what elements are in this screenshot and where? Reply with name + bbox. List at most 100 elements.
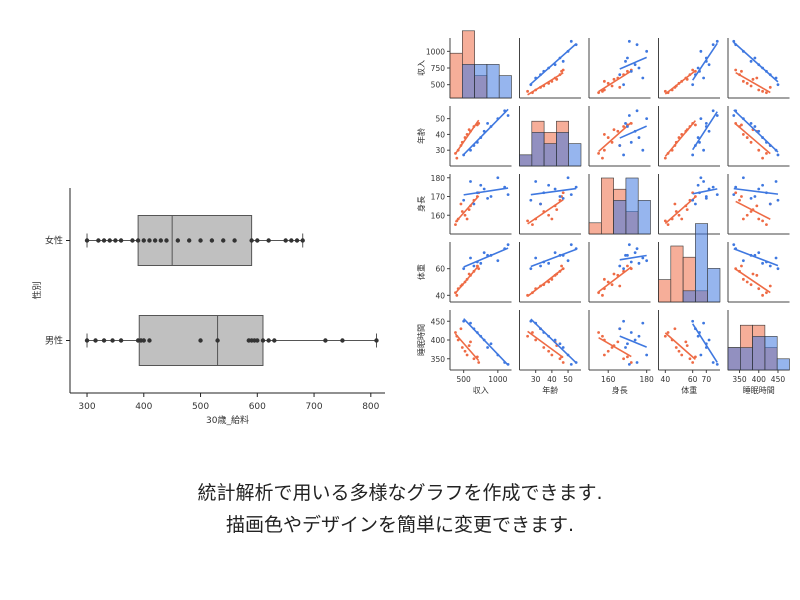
data-point	[84, 338, 90, 343]
scatter-point	[626, 253, 629, 257]
scatter-point	[606, 349, 610, 353]
scatter-point	[555, 208, 559, 212]
scatter-point	[539, 202, 542, 206]
scatter-point	[477, 361, 481, 364]
scatter-point	[711, 43, 715, 47]
data-point	[198, 238, 203, 243]
data-point	[198, 338, 203, 343]
scatter-point	[622, 357, 625, 361]
scatter-point	[684, 340, 688, 344]
scatter-point	[496, 176, 500, 180]
scatter-point	[699, 353, 703, 357]
regression-line	[454, 265, 480, 294]
scatter-point	[547, 213, 551, 217]
scatter-point	[734, 185, 738, 189]
scatter-point	[629, 140, 633, 144]
data-point	[147, 238, 152, 243]
scatter-point	[696, 334, 700, 338]
x-tick-label: 500	[192, 402, 209, 412]
scatter-point	[685, 344, 689, 348]
scatter-point	[677, 213, 681, 217]
scatter-point	[531, 331, 534, 334]
y-tick-label: 男性	[45, 335, 63, 347]
scatter-point	[768, 264, 772, 268]
scatter-point	[561, 346, 565, 349]
scatter-point	[601, 293, 604, 297]
hist-bar	[601, 177, 614, 235]
scatter-point	[558, 195, 562, 198]
scatter-point	[663, 156, 667, 160]
scatter-point	[569, 39, 573, 43]
data-point	[209, 238, 215, 243]
hist-bar	[625, 177, 639, 235]
scatter-point	[776, 267, 780, 271]
data-point	[141, 338, 146, 343]
scatter-point	[641, 321, 645, 325]
x-tick-label: 400	[135, 402, 152, 412]
data-point	[164, 238, 169, 243]
data-point	[221, 238, 226, 243]
scatter-point	[597, 331, 601, 334]
data-point	[107, 238, 112, 243]
regression-line	[619, 125, 647, 139]
scatter-point	[757, 287, 761, 291]
hist-bar	[531, 132, 545, 167]
scatter-point	[715, 114, 719, 117]
x-tick-label: 350	[732, 375, 747, 384]
scatter-point	[467, 128, 471, 132]
scatter-point	[529, 267, 533, 271]
scatter-point	[555, 77, 559, 81]
scatter-point	[627, 243, 631, 247]
hist-bar	[752, 336, 766, 371]
scatter-point	[707, 129, 711, 133]
x-tick-label: 700	[305, 402, 322, 412]
scatter-point	[645, 353, 649, 357]
scatter-point	[711, 109, 715, 113]
scatter-point	[749, 121, 753, 125]
scatter-point	[454, 331, 457, 334]
x-tick-label: 70	[702, 375, 712, 384]
scatter-point	[699, 117, 703, 121]
hist-bar	[498, 75, 512, 99]
scatter-point	[741, 79, 745, 83]
scatter-point	[702, 180, 705, 183]
y-tick-label: 180	[431, 174, 446, 183]
scatter-point	[691, 319, 695, 323]
scatter-point	[637, 261, 641, 265]
scatter-point	[612, 128, 616, 132]
hist-bar	[543, 143, 557, 167]
scatter-point	[465, 217, 469, 221]
y-tick-label: 750	[431, 64, 446, 73]
scatter-point	[626, 355, 629, 359]
regression-line	[691, 111, 718, 151]
scatter-point	[601, 334, 604, 338]
data-point	[130, 238, 135, 243]
regression-line	[664, 332, 696, 360]
scatter-point	[645, 49, 649, 53]
scatter-point	[561, 361, 565, 364]
data-point	[118, 338, 124, 343]
data-point	[135, 238, 141, 243]
scatter-point	[629, 260, 633, 264]
regression-line	[733, 109, 779, 153]
scatter-point	[606, 136, 610, 139]
scatter-point	[462, 267, 466, 271]
scatter-point	[506, 243, 510, 247]
scatter-point	[558, 342, 562, 346]
scatter-point	[749, 196, 753, 200]
regression-line	[530, 248, 577, 268]
data-point	[255, 238, 260, 243]
y-tick-label: 女性	[45, 235, 63, 247]
regression-line	[735, 200, 771, 220]
data-point	[260, 338, 266, 343]
data-point	[118, 238, 124, 243]
regression-line	[527, 198, 564, 225]
scatter-point	[691, 361, 695, 364]
scatter-point	[469, 180, 472, 183]
scatter-point	[755, 76, 759, 80]
regression-line	[527, 330, 564, 359]
scatter-point	[732, 243, 736, 247]
scatter-point	[691, 83, 695, 87]
y-tick-label: 50	[435, 115, 445, 124]
scatter-point	[774, 256, 778, 260]
